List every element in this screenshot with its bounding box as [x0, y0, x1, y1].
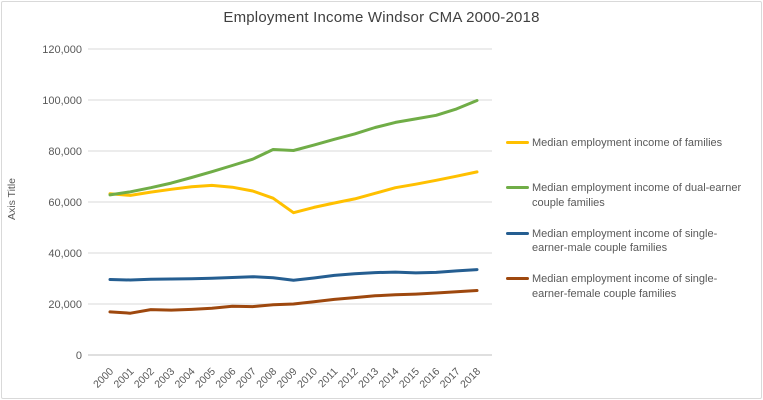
y-tick-label: 40,000 — [48, 248, 82, 260]
legend-item-1: Median employment income of dual-earner … — [506, 181, 756, 211]
y-tick-label: 80,000 — [48, 146, 82, 158]
legend-swatch-icon — [506, 185, 529, 189]
series-line-1 — [108, 99, 479, 197]
x-tick-label: 2009 — [275, 366, 300, 391]
x-tick-label: 2016 — [417, 366, 442, 391]
x-tick-label: 2015 — [397, 366, 422, 391]
series-line-0 — [108, 170, 479, 215]
x-tick-label: 2013 — [356, 366, 381, 391]
x-tick-label: 2007 — [234, 366, 259, 391]
x-tick-label: 2000 — [91, 366, 116, 391]
legend: Median employment income of families Medi… — [506, 136, 756, 302]
legend-item-3: Median employment income of single-earne… — [506, 272, 756, 302]
legend-label: Median employment income of single-earne… — [532, 227, 718, 255]
series-line-2 — [108, 268, 479, 282]
legend-label: Median employment income of dual-earner … — [532, 181, 742, 209]
y-tick-label: 0 — [76, 350, 82, 362]
x-tick-label: 2008 — [254, 366, 279, 391]
x-tick-label: 2002 — [132, 366, 157, 391]
x-tick-label: 2017 — [438, 366, 463, 391]
x-tick-label: 2012 — [336, 366, 361, 391]
chart-title: Employment Income Windsor CMA 2000-2018 — [223, 9, 540, 26]
x-tick-label: 2005 — [193, 366, 218, 391]
legend-label: Median employment income of families — [532, 137, 723, 149]
legend-item-2: Median employment income of single-earne… — [506, 227, 756, 257]
x-tick-label: 2010 — [295, 366, 320, 391]
legend-swatch-icon — [506, 141, 529, 144]
x-tick-label: 2003 — [152, 366, 177, 391]
x-tick-label: 2004 — [173, 366, 198, 391]
x-tick-label: 2014 — [377, 366, 402, 391]
x-tick-label: 2001 — [112, 366, 137, 391]
legend-label: Median employment income of single-earne… — [532, 273, 718, 301]
y-tick-label: 20,000 — [48, 299, 82, 311]
x-tick-label: 2006 — [213, 366, 238, 391]
series-line-3 — [108, 289, 479, 315]
y-tick-label: 60,000 — [48, 197, 82, 209]
y-tick-label: 120,000 — [42, 44, 82, 56]
x-tick-label: 2011 — [316, 366, 341, 391]
y-tick-label: 100,000 — [42, 95, 82, 107]
legend-swatch-icon — [506, 277, 529, 281]
legend-swatch-icon — [506, 231, 529, 235]
x-tick-label: 2018 — [458, 366, 483, 391]
legend-item-0: Median employment income of families — [506, 136, 756, 151]
